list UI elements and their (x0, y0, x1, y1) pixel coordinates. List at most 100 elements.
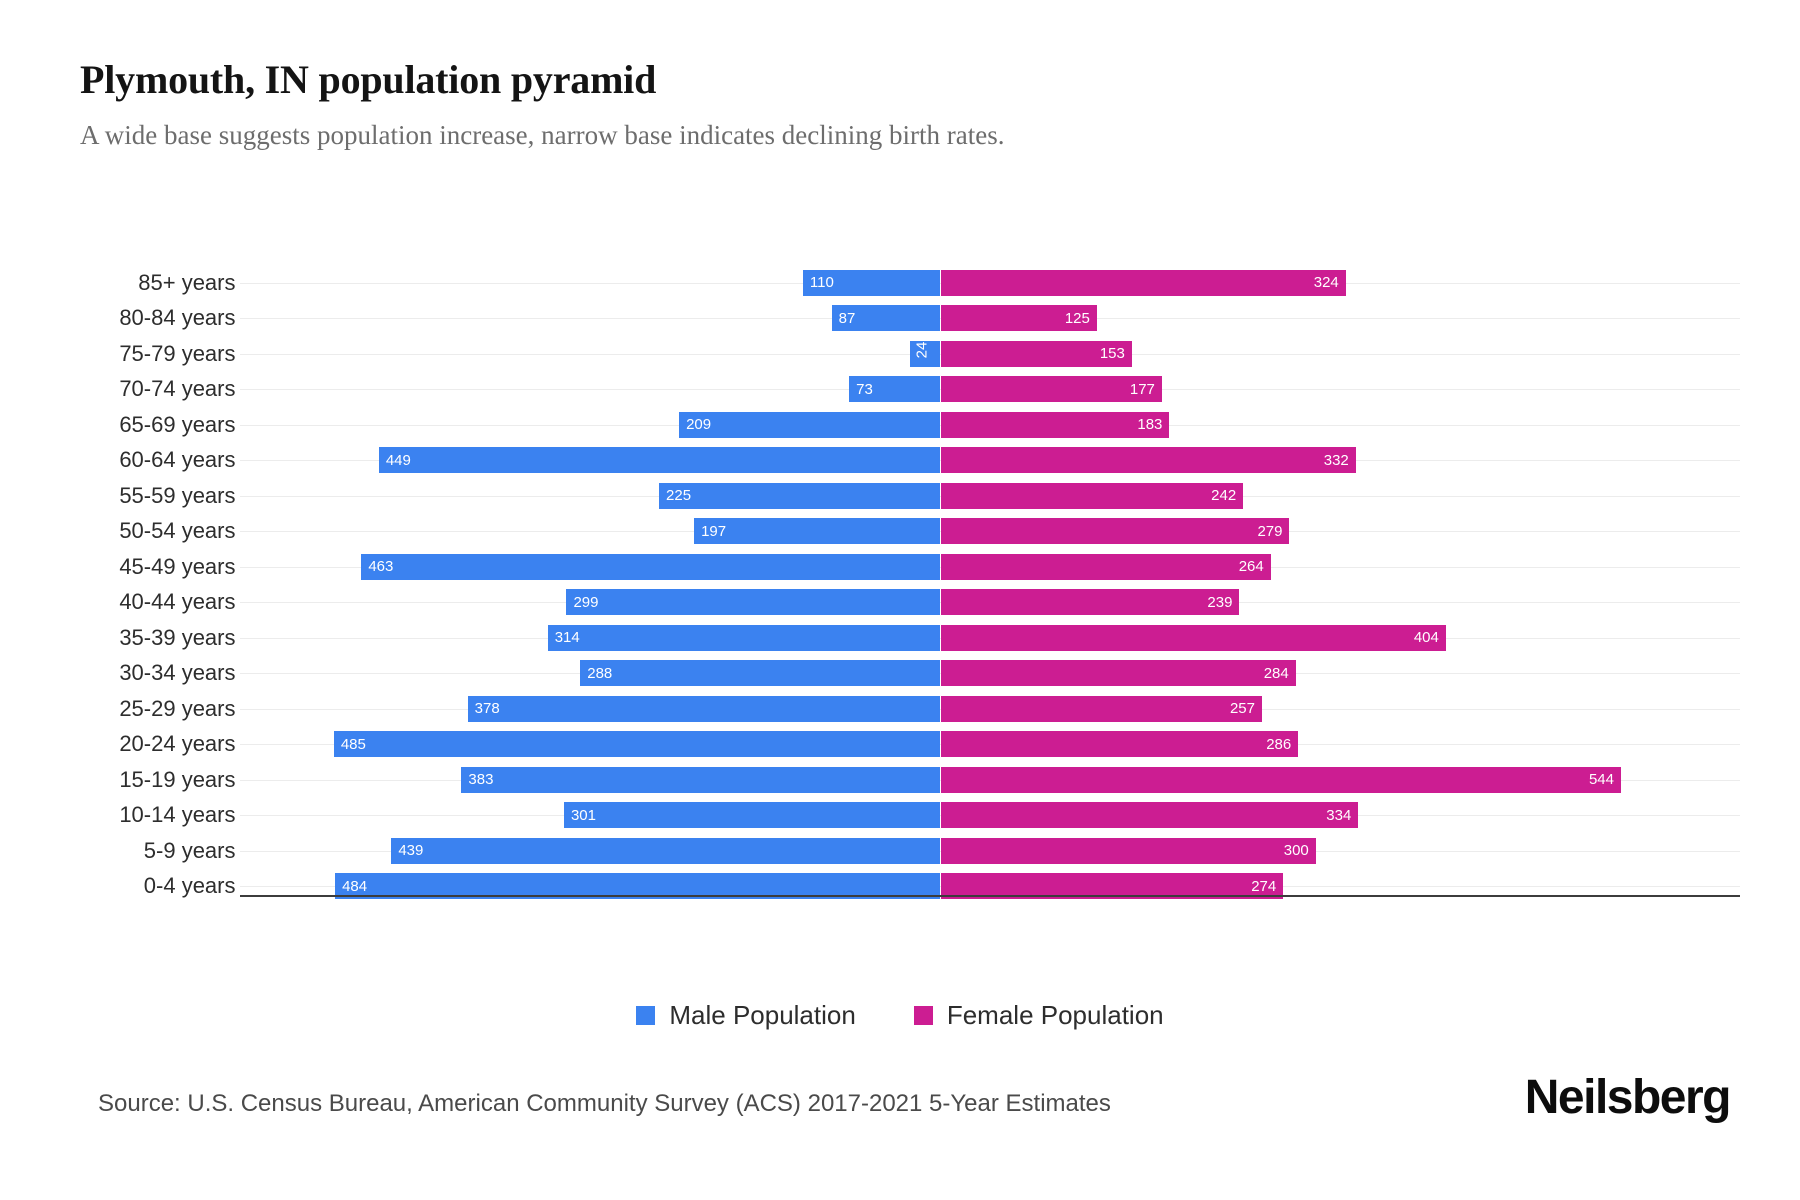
bar-value-male: 439 (398, 842, 424, 860)
bar-track: 197 279 (240, 514, 1740, 550)
bar-track: 378 257 (240, 691, 1740, 727)
chart-baseline (240, 895, 1740, 897)
y-axis-tick-label: 65-69 years (119, 411, 236, 437)
bar-male[interactable]: 299 (566, 589, 941, 616)
bar-female[interactable]: 286 (940, 731, 1299, 758)
bar-male[interactable]: 314 (547, 624, 941, 651)
chart-row: 0-4 years 484 274 (144, 869, 1740, 905)
bar-value-male: 87 (838, 309, 856, 327)
bar-track: 225 242 (240, 478, 1740, 514)
y-axis-tick-label: 25-29 years (119, 695, 236, 721)
bar-female[interactable]: 404 (940, 624, 1446, 651)
chart-row: 20-24 years 485 286 (119, 727, 1740, 763)
bar-value-male: 463 (368, 558, 394, 576)
square-swatch-icon (913, 1006, 933, 1025)
legend-item-male[interactable]: Male Population (636, 1000, 856, 1031)
bar-value-female: 334 (1326, 806, 1352, 824)
bar-female[interactable]: 544 (940, 766, 1621, 793)
y-axis-tick-label: 75-79 years (119, 340, 236, 366)
y-axis-tick-label: 70-74 years (119, 376, 236, 402)
bar-male[interactable]: 463 (361, 553, 941, 580)
bar-male[interactable]: 378 (467, 695, 941, 722)
bar-female[interactable]: 279 (940, 518, 1290, 545)
bar-value-female: 324 (1313, 274, 1339, 292)
bar-value-female: 239 (1207, 593, 1233, 611)
bar-value-female: 274 (1251, 877, 1277, 895)
bar-male[interactable]: 73 (849, 376, 941, 403)
chart-row: 70-74 years 73 177 (119, 372, 1740, 408)
bar-male[interactable]: 197 (694, 518, 941, 545)
bar-male[interactable]: 485 (333, 731, 941, 758)
bar-female[interactable]: 177 (940, 376, 1162, 403)
bar-female[interactable]: 334 (940, 802, 1359, 829)
chart-rows: 85+ years 110 324 80-84 years 87 125 75-79 yea… (119, 265, 1740, 900)
bar-female[interactable]: 264 (940, 553, 1271, 580)
bar-value-male: 209 (686, 416, 712, 434)
bar-track: 484 274 (240, 869, 1740, 905)
chart-row: 80-84 years 87 125 (119, 301, 1740, 337)
bar-male[interactable]: 383 (461, 766, 941, 793)
bar-male[interactable]: 24 (910, 340, 941, 367)
bar-male[interactable]: 439 (391, 837, 941, 864)
chart-row: 45-49 years 463 264 (119, 549, 1740, 585)
chart-row: 65-69 years 209 183 (119, 407, 1740, 443)
chart-row: 60-64 years 449 332 (119, 443, 1740, 479)
bar-track: 73 177 (240, 372, 1740, 408)
chart-plot-area: 85+ years 110 324 80-84 years 87 125 75-79 yea… (119, 265, 1740, 915)
bar-female[interactable]: 274 (940, 873, 1284, 900)
chart-row: 55-59 years 225 242 (119, 478, 1740, 514)
bar-value-male: 485 (340, 735, 366, 753)
bar-value-male: 383 (468, 771, 494, 789)
y-axis-tick-label: 55-59 years (119, 482, 236, 508)
y-axis-tick-label: 35-39 years (119, 624, 236, 650)
bar-value-male: 378 (474, 700, 500, 718)
bar-track: 24 153 (240, 336, 1740, 372)
bar-track: 449 332 (240, 443, 1740, 479)
bar-value-female: 177 (1129, 380, 1155, 398)
bar-female[interactable]: 332 (940, 447, 1356, 474)
bar-track: 110 324 (240, 265, 1740, 301)
bar-male[interactable]: 209 (679, 411, 941, 438)
legend-label-male: Male Population (669, 1000, 856, 1030)
bar-female[interactable]: 324 (940, 269, 1346, 296)
bar-male[interactable]: 87 (831, 305, 941, 332)
chart-legend: Male Population Female Population (0, 1000, 1800, 1031)
bar-female[interactable]: 257 (940, 695, 1262, 722)
bar-male[interactable]: 484 (335, 873, 941, 900)
bar-value-female: 300 (1283, 842, 1309, 860)
bar-male[interactable]: 288 (580, 660, 941, 687)
bar-female[interactable]: 284 (940, 660, 1296, 687)
y-axis-tick-label: 45-49 years (119, 553, 236, 579)
bar-value-male: 288 (587, 664, 613, 682)
bar-value-female: 404 (1413, 629, 1439, 647)
bar-female[interactable]: 183 (940, 411, 1170, 438)
square-swatch-icon (636, 1006, 656, 1025)
bar-track: 209 183 (240, 407, 1740, 443)
y-axis-tick-label: 20-24 years (119, 731, 236, 757)
bar-female[interactable]: 125 (940, 305, 1097, 332)
legend-item-female[interactable]: Female Population (913, 1000, 1164, 1031)
chart-row: 5-9 years 439 300 (144, 833, 1740, 869)
y-axis-tick-label: 80-84 years (119, 305, 236, 331)
bar-value-female: 242 (1211, 487, 1237, 505)
bar-male[interactable]: 301 (563, 802, 941, 829)
bar-female[interactable]: 239 (940, 589, 1240, 616)
bar-value-male: 110 (809, 274, 834, 292)
y-axis-tick-label: 50-54 years (119, 518, 236, 544)
bar-value-male: 484 (342, 877, 368, 895)
bar-track: 463 264 (240, 549, 1740, 585)
bar-female[interactable]: 300 (940, 837, 1316, 864)
bar-female[interactable]: 153 (940, 340, 1132, 367)
y-axis-tick-label: 85+ years (138, 269, 236, 295)
chart-row: 35-39 years 314 404 (119, 620, 1740, 656)
bar-male[interactable]: 225 (659, 482, 941, 509)
bar-male[interactable]: 449 (378, 447, 941, 474)
bar-female[interactable]: 242 (940, 482, 1244, 509)
bar-value-female: 544 (1588, 771, 1614, 789)
bar-male[interactable]: 110 (802, 269, 941, 296)
chart-row: 25-29 years 378 257 (119, 691, 1740, 727)
chart-row: 50-54 years 197 279 (119, 514, 1740, 550)
y-axis-tick-label: 15-19 years (119, 766, 236, 792)
bar-value-female: 332 (1323, 451, 1349, 469)
bar-value-female: 125 (1064, 309, 1090, 327)
